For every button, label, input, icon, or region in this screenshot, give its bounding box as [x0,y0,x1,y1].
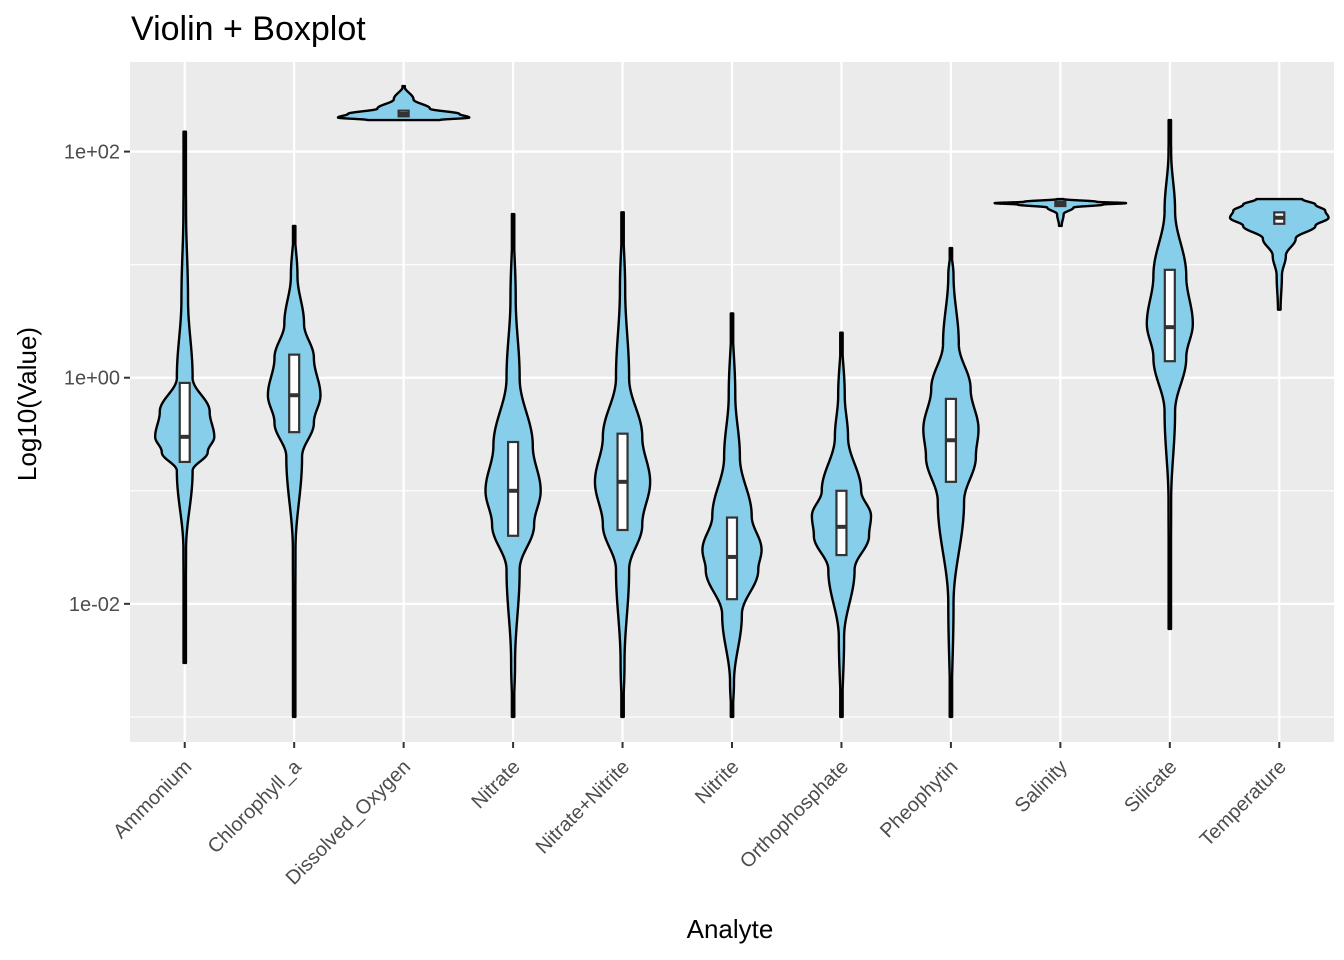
chart-title: Violin + Boxplot [131,10,366,48]
y-axis: 1e+02 1e+00 1e-02 [64,142,130,616]
x-tick-label: Dissolved_Oxygen [282,756,415,889]
box-orthophosphate [835,489,848,557]
violin-temperature [1228,197,1330,311]
box-silicate [1163,268,1176,363]
x-tick-label: Nitrate+Nitrite [532,756,634,858]
x-tick-label: Ammonium [109,756,196,843]
violin-chlorophyll_a [266,224,322,719]
x-tick-label: Silicate [1120,756,1181,817]
x-tick-label: Temperature [1196,756,1291,851]
boxplot-layer [178,109,1286,601]
x-tick-label: Nitrite [691,756,743,808]
violin-nitrite [701,312,763,719]
y-tick-label: 1e+02 [64,142,120,164]
x-tick-label: Chlorophyll_a [204,755,307,858]
violin-dissolved_oxygen [336,84,471,122]
y-tick-label: 1e+00 [64,368,120,390]
x-tick-label: Salinity [1011,756,1072,817]
y-axis-title: Log10(Value) [12,327,42,481]
x-axis-title: Analyte [687,914,774,944]
x-tick-label: Nitrate [467,756,524,813]
y-tick-label: 1e-02 [69,594,120,616]
x-tick-label: Pheophytin [876,756,962,842]
box-ammonium [178,381,191,464]
violin-silicate [1145,118,1194,631]
violin-salinity [993,197,1128,228]
x-tick-label: Orthophosphate [736,756,853,873]
